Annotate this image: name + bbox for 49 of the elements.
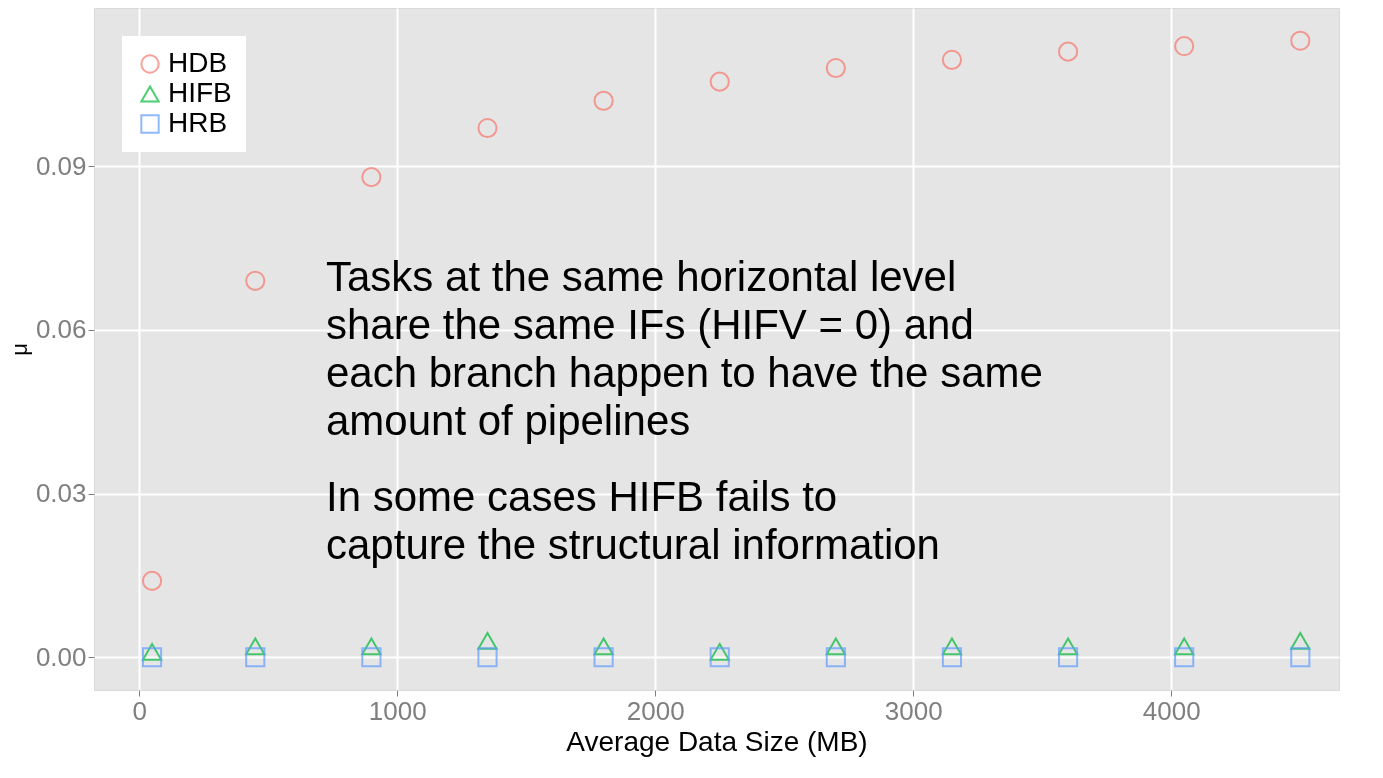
point <box>1057 647 1079 668</box>
point <box>941 637 963 656</box>
point <box>825 637 846 656</box>
annotation: In some cases HIFB fails to capture the structural information <box>326 473 940 568</box>
point <box>1174 36 1195 57</box>
x-tick-label: 3000 <box>884 695 943 726</box>
point <box>709 647 730 668</box>
point <box>141 642 163 661</box>
point <box>245 637 266 656</box>
x-axis-title: Average Data Size (MB) <box>566 725 868 757</box>
point <box>941 49 963 70</box>
point <box>361 637 382 656</box>
point <box>1174 637 1195 656</box>
y-tick-label: 0.00 <box>35 641 87 672</box>
point <box>361 167 382 188</box>
legend-label: HDB <box>168 47 228 78</box>
x-tick-label: 0 <box>132 695 147 726</box>
y-tick-label: 0.06 <box>35 314 87 345</box>
y-axis-title: μ <box>6 343 32 356</box>
point <box>1290 632 1311 650</box>
point <box>709 71 730 92</box>
annotation: Tasks at the same horizontal level share the same IFs (HIFV = 0) and each branch happen to have the same amount of pipelines <box>326 253 1043 444</box>
point <box>245 270 266 291</box>
point <box>1290 647 1311 668</box>
point <box>1057 41 1079 62</box>
point <box>1057 637 1079 656</box>
point <box>593 90 614 111</box>
point <box>825 57 846 79</box>
legend-label: HIFB <box>168 77 232 108</box>
y-tick-label: 0.09 <box>35 150 87 181</box>
legend-label: HRB <box>168 107 228 138</box>
y-tick-label: 0.03 <box>35 478 87 509</box>
point <box>593 647 614 668</box>
point <box>245 647 266 668</box>
x-tick-label: 4000 <box>1142 695 1201 726</box>
x-tick-label: 1000 <box>368 695 427 726</box>
point <box>941 647 963 668</box>
point <box>361 647 382 668</box>
point <box>141 570 163 591</box>
point <box>1290 30 1311 51</box>
point <box>1174 647 1195 668</box>
point <box>825 647 846 668</box>
point <box>141 647 163 668</box>
point <box>593 637 614 656</box>
point <box>477 117 498 139</box>
point <box>477 647 498 668</box>
point <box>709 642 730 661</box>
x-tick-label: 2000 <box>626 695 685 726</box>
point <box>477 632 498 650</box>
